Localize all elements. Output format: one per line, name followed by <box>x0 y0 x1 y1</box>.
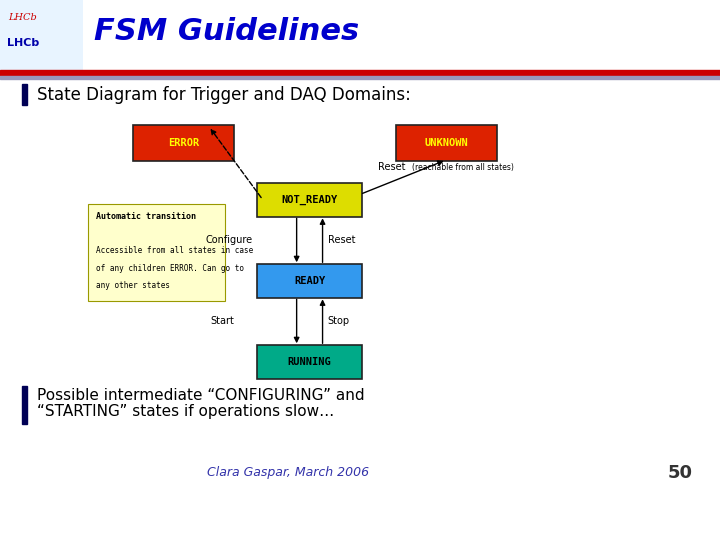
Text: of any children ERROR. Can go to: of any children ERROR. Can go to <box>96 264 244 273</box>
Text: Reset: Reset <box>328 235 355 245</box>
Text: UNKNOWN: UNKNOWN <box>425 138 468 148</box>
FancyBboxPatch shape <box>396 125 498 161</box>
Text: State Diagram for Trigger and DAQ Domains:: State Diagram for Trigger and DAQ Domain… <box>37 85 411 104</box>
FancyBboxPatch shape <box>257 345 362 379</box>
Bar <box>0 76 720 79</box>
Text: Reset: Reset <box>378 163 405 172</box>
Text: RUNNING: RUNNING <box>288 357 331 367</box>
Bar <box>22 386 27 424</box>
FancyBboxPatch shape <box>257 264 362 298</box>
Text: Accessible from all states in case: Accessible from all states in case <box>96 246 253 255</box>
Text: NOT_READY: NOT_READY <box>282 195 338 205</box>
Text: 50: 50 <box>668 463 693 482</box>
FancyBboxPatch shape <box>257 183 362 217</box>
Text: Possible intermediate “CONFIGURING” and: Possible intermediate “CONFIGURING” and <box>37 388 365 403</box>
Text: Stop: Stop <box>328 316 350 326</box>
FancyBboxPatch shape <box>0 0 83 73</box>
Text: FSM Guidelines: FSM Guidelines <box>94 17 359 46</box>
Text: any other states: any other states <box>96 281 170 290</box>
Text: ERROR: ERROR <box>168 138 199 148</box>
Text: Clara Gaspar, March 2006: Clara Gaspar, March 2006 <box>207 466 369 479</box>
Text: “STARTING” states if operations slow…: “STARTING” states if operations slow… <box>37 404 335 419</box>
Bar <box>0 70 720 75</box>
Text: Start: Start <box>210 316 234 326</box>
Text: Automatic transition: Automatic transition <box>96 212 196 221</box>
Bar <box>22 84 27 105</box>
Text: LHCb: LHCb <box>9 14 37 23</box>
Text: (reachable from all states): (reachable from all states) <box>412 163 513 172</box>
Text: LHCb: LHCb <box>7 38 40 48</box>
Text: READY: READY <box>294 276 325 286</box>
Text: Configure: Configure <box>205 235 252 245</box>
FancyBboxPatch shape <box>133 125 235 161</box>
FancyBboxPatch shape <box>88 204 225 301</box>
